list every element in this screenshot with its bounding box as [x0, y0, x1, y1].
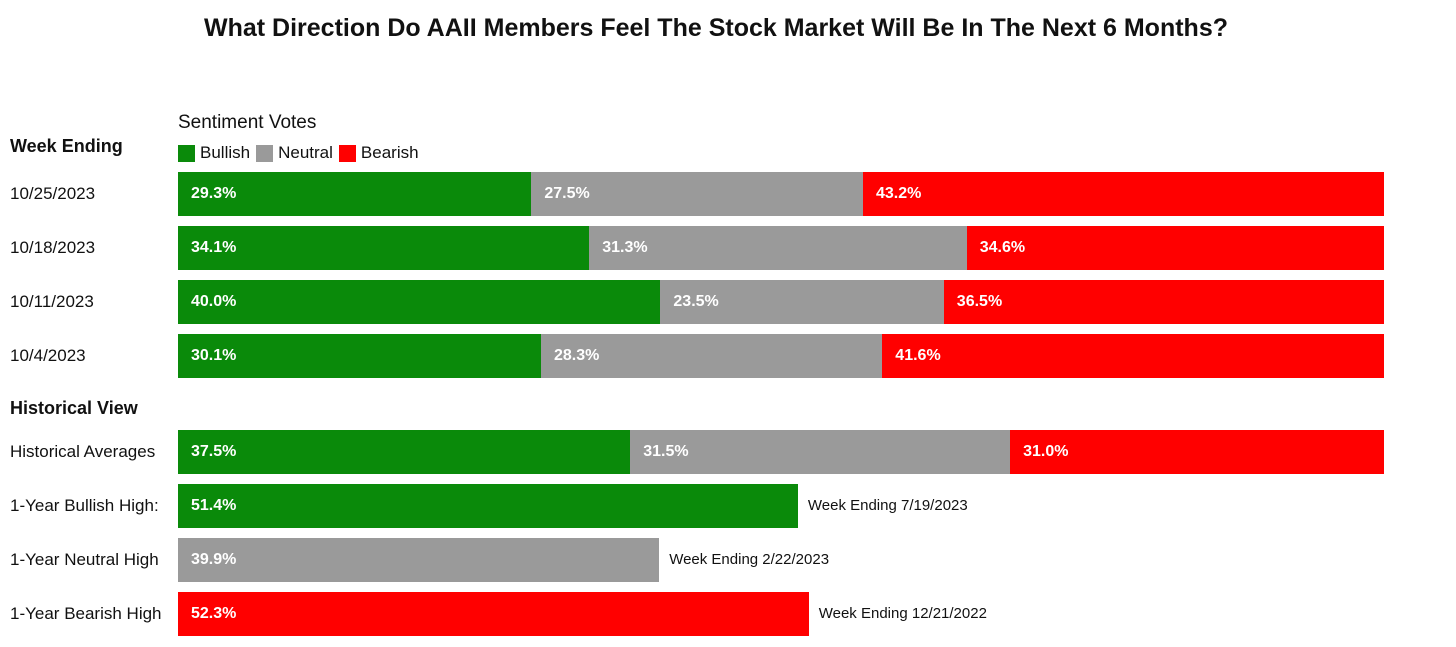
bar-segment-bearish: 36.5%	[943, 280, 1384, 324]
bar-segment-bearish: 43.2%	[862, 172, 1384, 216]
legend: Bullish Neutral Bearish	[178, 143, 425, 163]
legend-label-bearish: Bearish	[360, 143, 419, 162]
category-label: Historical Averages	[10, 442, 156, 461]
bar-segment-bearish: 31.0%	[1010, 430, 1384, 474]
bar-segment-bullish: 51.4%	[178, 484, 798, 528]
chart-row: 10/11/2023 40.0% 23.5% 36.5%	[0, 280, 1456, 324]
category-label: 10/25/2023	[10, 184, 96, 203]
bar-annotation: Week Ending 12/21/2022	[818, 605, 987, 622]
bar-segment-bullish: 40.0%	[178, 280, 661, 324]
stacked-bar: 52.3%	[178, 592, 809, 636]
stacked-bar: 51.4%	[178, 484, 798, 528]
bar-segment-bearish: 52.3%	[178, 592, 809, 636]
chart-row: 1-Year Bullish High: 51.4% Week Ending 7/1…	[0, 484, 1456, 528]
bar-segment-neutral: 27.5%	[531, 172, 863, 216]
bar-segment-bearish: 41.6%	[882, 334, 1384, 378]
legend-item-bearish: Bearish	[338, 143, 419, 163]
chart-title: What Direction Do AAII Members Feel The …	[204, 14, 1228, 42]
section-label-historical-view: Historical View	[10, 398, 138, 418]
bar-segment-neutral: 31.5%	[630, 430, 1011, 474]
category-label: 1-Year Neutral High	[10, 550, 159, 569]
stacked-bar: 29.3% 27.5% 43.2%	[178, 172, 1384, 216]
section-label-week-ending: Week Ending	[10, 136, 123, 156]
bar-segment-neutral: 28.3%	[541, 334, 883, 378]
chart-row: Historical Averages 37.5% 31.5% 31.0%	[0, 430, 1456, 474]
legend-label-bullish: Bullish	[200, 143, 251, 162]
chart-row: 10/4/2023 30.1% 28.3% 41.6%	[0, 334, 1456, 378]
bar-segment-neutral: 31.3%	[589, 226, 967, 270]
legend-swatch-neutral	[256, 144, 274, 162]
bar-segment-neutral: 39.9%	[178, 538, 660, 582]
bar-segment-bearish: 34.6%	[966, 226, 1384, 270]
bar-annotation: Week Ending 2/22/2023	[669, 551, 830, 568]
legend-swatch-bearish	[338, 144, 356, 162]
stacked-bar: 34.1% 31.3% 34.6%	[178, 226, 1384, 270]
chart-row: 1-Year Bearish High 52.3% Week Ending 12/2…	[0, 592, 1456, 636]
legend-swatch-bullish	[178, 144, 195, 162]
stacked-bar: 39.9%	[178, 538, 660, 582]
legend-item-neutral: Neutral	[256, 143, 333, 163]
legend-label-neutral: Neutral	[278, 143, 333, 162]
legend-title: Sentiment Votes	[178, 112, 317, 133]
bar-segment-bullish: 37.5%	[178, 430, 631, 474]
chart-row: 10/18/2023 34.1% 31.3% 34.6%	[0, 226, 1456, 270]
category-label: 10/11/2023	[10, 292, 94, 311]
bar-annotation: Week Ending 7/19/2023	[807, 497, 968, 514]
bar-segment-bullish: 29.3%	[178, 172, 532, 216]
category-label: 10/4/2023	[10, 346, 86, 365]
chart-row: 1-Year Neutral High 39.9% Week Ending 2/22…	[0, 538, 1456, 582]
category-label: 1-Year Bullish High:	[10, 496, 159, 515]
stacked-bar: 37.5% 31.5% 31.0%	[178, 430, 1384, 474]
stacked-bar: 30.1% 28.3% 41.6%	[178, 334, 1384, 378]
bar-segment-bullish: 34.1%	[178, 226, 590, 270]
bar-segment-bullish: 30.1%	[178, 334, 541, 378]
chart-row: 10/25/2023 29.3% 27.5% 43.2%	[0, 172, 1456, 216]
bar-segment-neutral: 23.5%	[660, 280, 944, 324]
legend-item-bullish: Bullish	[178, 143, 250, 163]
category-label: 10/18/2023	[10, 238, 96, 257]
stacked-bar: 40.0% 23.5% 36.5%	[178, 280, 1384, 324]
category-label: 1-Year Bearish High	[10, 604, 162, 623]
